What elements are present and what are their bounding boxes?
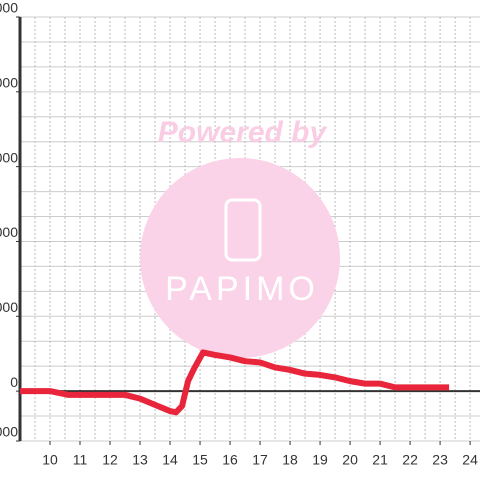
watermark-logo: PAPIMO xyxy=(165,270,319,308)
data-line xyxy=(20,349,450,416)
x-tick-label: 11 xyxy=(73,452,88,468)
x-tick-label: 18 xyxy=(282,452,298,468)
x-tick-label: 24 xyxy=(462,452,478,468)
y-tick-label: 120,000 xyxy=(0,75,18,91)
y-tick-label: 0 xyxy=(10,374,18,390)
x-tick-label: 22 xyxy=(402,452,418,468)
x-tick-label: 12 xyxy=(102,452,118,468)
y-tick-label: -20,000 xyxy=(0,424,18,440)
x-tick-label: 15 xyxy=(192,452,208,468)
x-tick-label: 10 xyxy=(42,452,58,468)
watermark-icon xyxy=(224,198,262,262)
x-tick-label: 17 xyxy=(252,452,268,468)
x-tick-label: 14 xyxy=(162,452,178,468)
watermark-circle xyxy=(140,158,340,358)
y-tick-label: 150,000 xyxy=(0,0,18,16)
x-tick-label: 13 xyxy=(132,452,148,468)
x-tick-label: 23 xyxy=(432,452,448,468)
x-tick-label: 21 xyxy=(372,452,388,468)
x-tick-label: 16 xyxy=(222,452,238,468)
watermark-text: Powered by xyxy=(158,116,328,149)
y-tick-label: 30,000 xyxy=(0,299,18,315)
y-tick-label: 90,000 xyxy=(0,149,18,165)
y-tick-label: 60,000 xyxy=(0,224,18,240)
x-tick-label: 19 xyxy=(312,452,328,468)
x-tick-label: 20 xyxy=(342,452,358,468)
